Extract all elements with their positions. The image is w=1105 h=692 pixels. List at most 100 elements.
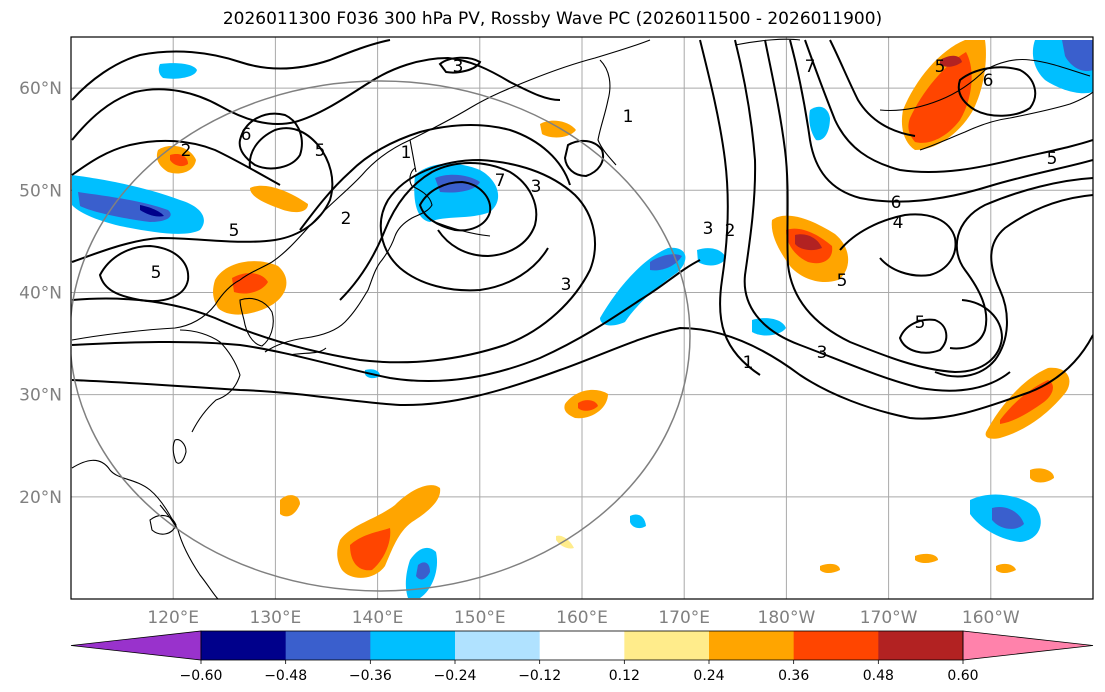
anomaly-patch xyxy=(1030,468,1054,483)
pv-contours xyxy=(71,39,1093,420)
pv-contour xyxy=(71,139,281,186)
anomaly-patch xyxy=(250,185,308,213)
anomaly-patch xyxy=(752,318,786,336)
anomaly-patch xyxy=(280,495,300,517)
colorbar-swatch xyxy=(539,631,625,660)
colorbar-tick-label: −0.60 xyxy=(180,668,223,684)
colorbar: −0.60 −0.48 −0.36 −0.24 −0.12 0.12 0.24 0.36 0.4… xyxy=(70,630,1094,684)
pv-contour xyxy=(339,162,538,301)
longitude-label: 120°E xyxy=(147,608,199,628)
colorbar-swatch xyxy=(709,631,795,660)
coastline xyxy=(239,39,651,281)
contour-label: 6 xyxy=(891,193,902,213)
colorbar-tick-label: −0.36 xyxy=(349,668,392,684)
coastline xyxy=(172,439,187,464)
anomaly-patch xyxy=(795,234,822,251)
latitude-label: 20°N xyxy=(19,488,62,508)
contour-label: 3 xyxy=(817,343,828,363)
map-title: 2026011300 F036 300 hPa PV, Rossby Wave … xyxy=(222,9,883,29)
anomaly-patch xyxy=(697,248,726,266)
coastline xyxy=(179,329,241,433)
pv-contour xyxy=(71,39,391,101)
range-circle xyxy=(71,80,691,592)
anomaly-patch xyxy=(992,506,1024,529)
latitude-label: 60°N xyxy=(19,79,62,99)
latitude-labels: 60°N 50°N 40°N 30°N 20°N xyxy=(19,79,62,508)
coastline xyxy=(264,235,396,353)
coastline xyxy=(919,91,1093,151)
pv-contour xyxy=(839,213,957,277)
anomaly-patch xyxy=(158,63,197,79)
longitude-label: 140°E xyxy=(352,608,404,628)
contour-label: 5 xyxy=(837,271,848,291)
positive-anomaly-shading xyxy=(156,40,1070,578)
contour-label: 5 xyxy=(229,221,240,241)
pv-contour xyxy=(898,318,948,354)
pv-contour xyxy=(71,56,561,141)
coastline xyxy=(71,279,241,341)
contour-label: 5 xyxy=(315,141,326,161)
coastlines xyxy=(71,38,1093,599)
anomaly-patch xyxy=(350,528,391,571)
anomaly-patch xyxy=(940,55,962,67)
anomaly-patch xyxy=(650,254,682,271)
colorbar-tick-label: 0.48 xyxy=(863,668,894,684)
contour-label: 3 xyxy=(531,177,542,197)
latitude-label: 30°N xyxy=(19,386,62,406)
colorbar-swatch xyxy=(455,631,541,660)
colorbar-tick-label: −0.48 xyxy=(264,668,307,684)
contour-label: 2 xyxy=(181,141,192,161)
anomaly-patch xyxy=(1000,380,1053,424)
anomaly-patch xyxy=(578,400,598,411)
pv-contour xyxy=(957,66,1037,117)
colorbar-tick-label: 0.24 xyxy=(693,668,724,684)
colorbar-swatch xyxy=(793,631,879,660)
coastline xyxy=(71,459,219,599)
pv-contour xyxy=(949,177,1093,350)
contour-label: 5 xyxy=(915,313,926,333)
colorbar-frame xyxy=(200,630,964,661)
contour-label: 5 xyxy=(151,263,162,283)
contour-label: 3 xyxy=(453,57,464,77)
anomaly-patch xyxy=(915,553,938,563)
pv-contour xyxy=(804,39,1093,174)
anomaly-patch xyxy=(170,154,188,167)
longitude-labels: 120°E 130°E 140°E 150°E 160°E 170°E 180°W 170°W… xyxy=(147,608,1020,628)
contour-label: 3 xyxy=(561,275,572,295)
pv-contour xyxy=(789,39,1093,203)
contour-label: 1 xyxy=(401,143,412,163)
pv-contour xyxy=(418,180,492,232)
latitude-label: 40°N xyxy=(19,283,62,303)
colorbar-tick-label: 0.12 xyxy=(609,668,640,684)
pv-contour xyxy=(699,39,761,376)
pv-contour xyxy=(563,139,604,178)
contour-label: 7 xyxy=(805,57,816,77)
pv-contour xyxy=(238,112,303,170)
pv-contour xyxy=(764,39,1004,374)
pv-contour xyxy=(734,39,1011,392)
negative-anomaly-shading xyxy=(72,40,1093,598)
pv-contour xyxy=(98,244,190,302)
coastline xyxy=(597,59,617,166)
colorbar-tick-label: −0.24 xyxy=(434,668,477,684)
anomaly-patch xyxy=(556,535,574,549)
anomaly-patch xyxy=(1062,40,1093,72)
anomaly-patch xyxy=(78,192,171,222)
contour-label: 2 xyxy=(725,221,736,241)
anomaly-patch xyxy=(908,52,972,143)
colorbar-tick-label: 0.36 xyxy=(778,668,809,684)
contour-label: 6 xyxy=(241,125,252,145)
colorbar-swatch xyxy=(201,631,287,660)
colorbar-swatch xyxy=(878,631,964,660)
coastline xyxy=(239,297,274,347)
contour-label: 4 xyxy=(893,213,904,233)
anomaly-patch xyxy=(232,273,268,294)
pv-contour xyxy=(71,259,701,383)
longitude-label: 170°E xyxy=(658,608,710,628)
anomaly-patch xyxy=(435,174,480,193)
longitude-label: 160°E xyxy=(556,608,608,628)
map-frame xyxy=(70,36,1094,600)
contour-label: 2 xyxy=(341,209,352,229)
